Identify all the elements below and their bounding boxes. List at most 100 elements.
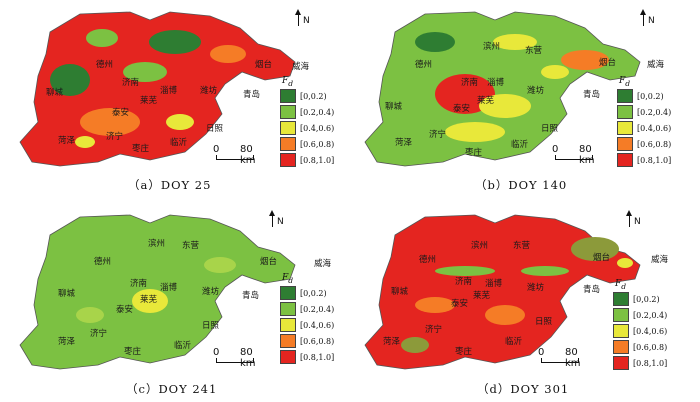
map-c	[19, 214, 296, 370]
city-weifang: 潍坊	[527, 86, 545, 96]
legend-row: [0.8,1.0]	[613, 355, 673, 371]
city-laiwu: 莱芜	[140, 295, 158, 305]
city-linyi: 临沂	[505, 337, 523, 347]
panel-c: 滨州 东营 德州 聊城 济南 淄博 泰安 莱芜 潍坊 烟台 威海 青岛 日照 济…	[10, 205, 350, 396]
legend-swatch	[280, 302, 296, 316]
city-weifang: 潍坊	[200, 86, 218, 96]
legend-b: Fd [0,0.2) [0.2,0.4) [0.4,0.6) [0.6,0.8)…	[617, 76, 677, 168]
city-liaocheng: 聊城	[385, 102, 403, 112]
city-taian: 泰安	[112, 108, 130, 118]
city-zibo: 淄博	[485, 279, 503, 289]
city-rizhao: 日照	[535, 317, 553, 327]
north-arrow: N	[269, 210, 284, 227]
city-heze: 菏泽	[395, 138, 413, 148]
legend-row: [0.6,0.8)	[280, 333, 340, 349]
north-arrow-icon	[640, 9, 646, 26]
legend-swatch	[617, 137, 633, 151]
legend-swatch	[280, 334, 296, 348]
legend-swatch	[280, 105, 296, 119]
panel-b: 滨州 东营 德州 聊城 济南 淄博 莱芜 泰安 潍坊 烟台 威海 青岛 日照 济…	[355, 2, 695, 192]
legend-c: Fd [0,0.2) [0.2,0.4) [0.4,0.6) [0.6,0.8)…	[280, 273, 340, 365]
map-b	[364, 11, 641, 167]
legend-swatch	[617, 153, 633, 167]
map-d	[364, 214, 641, 370]
city-jinan: 济南	[130, 279, 148, 289]
legend-swatch	[280, 350, 296, 364]
legend-swatch	[613, 340, 629, 354]
north-arrow: N	[626, 210, 641, 227]
caption-d: （d）DOY 301	[477, 382, 570, 396]
legend-d: Fd [0,0.2) [0.2,0.4) [0.4,0.6) [0.6,0.8)…	[613, 279, 673, 371]
city-zibo: 淄博	[487, 78, 505, 88]
city-yantai: 烟台	[255, 60, 273, 70]
legend-swatch	[280, 137, 296, 151]
city-laiwu: 莱芜	[473, 291, 491, 301]
panel-a: 德州 聊城 济南 淄博 潍坊 莱芜 泰安 烟台 威海 青岛 日照 济宁 菏泽 枣…	[10, 2, 350, 192]
legend-title: Fd	[619, 76, 631, 88]
north-arrow-icon	[269, 210, 275, 227]
city-dezhou: 德州	[96, 60, 114, 70]
city-qingdao: 青岛	[583, 285, 601, 295]
city-zaozhuang: 枣庄	[124, 347, 142, 357]
city-zaozhuang: 枣庄	[455, 347, 473, 357]
city-dezhou: 德州	[419, 255, 437, 265]
legend-row: [0.2,0.4)	[280, 301, 340, 317]
city-qingdao: 青岛	[242, 291, 260, 301]
city-binzhou: 滨州	[148, 239, 166, 249]
legend-swatch	[613, 324, 629, 338]
legend-row: [0.2,0.4)	[280, 104, 340, 120]
caption-c: （c）DOY 241	[126, 382, 218, 396]
city-yantai: 烟台	[599, 58, 617, 68]
city-linyi: 临沂	[174, 341, 192, 351]
legend-title: Fd	[282, 76, 294, 88]
legend-row: [0,0.2)	[280, 285, 340, 301]
legend-swatch	[613, 308, 629, 322]
city-liaocheng: 聊城	[391, 287, 409, 297]
legend-a: Fd [0,0.2) [0.2,0.4) [0.4,0.6) [0.6,0.8)…	[280, 76, 340, 168]
legend-row: [0.2,0.4)	[617, 104, 677, 120]
legend-title: Fd	[615, 279, 627, 291]
city-linyi: 临沂	[170, 138, 188, 148]
north-arrow: N	[295, 9, 310, 26]
city-jining: 济宁	[429, 130, 447, 140]
city-jinan: 济南	[122, 78, 140, 88]
north-arrow: N	[640, 9, 655, 26]
legend-row: [0,0.2)	[280, 88, 340, 104]
city-heze: 菏泽	[383, 337, 401, 347]
legend-swatch	[280, 153, 296, 167]
city-binzhou: 滨州	[483, 42, 501, 52]
city-linyi: 临沂	[511, 140, 529, 150]
panel-d: 滨州 东营 德州 聊城 济南 淄博 潍坊 莱芜 泰安 烟台 威海 青岛 日照 济…	[355, 205, 695, 396]
north-arrow-icon	[626, 210, 632, 227]
legend-row: [0,0.2)	[617, 88, 677, 104]
legend-swatch	[280, 121, 296, 135]
city-weifang: 潍坊	[202, 287, 220, 297]
city-yantai: 烟台	[593, 253, 611, 263]
north-arrow-icon	[295, 9, 301, 26]
legend-row: [0.8,1.0]	[280, 349, 340, 365]
legend-swatch	[613, 292, 629, 306]
legend-swatch	[613, 356, 629, 370]
city-heze: 菏泽	[58, 136, 76, 146]
legend-swatch	[617, 105, 633, 119]
legend-row: [0.8,1.0]	[617, 152, 677, 168]
city-jining: 济宁	[90, 329, 108, 339]
city-weihai: 威海	[647, 60, 665, 70]
city-weifang: 潍坊	[527, 283, 545, 293]
caption-b: （b）DOY 140	[475, 178, 568, 192]
city-zibo: 淄博	[160, 86, 178, 96]
city-laiwu: 莱芜	[477, 96, 495, 106]
city-jining: 济宁	[425, 325, 443, 335]
city-jinan: 济南	[455, 277, 473, 287]
city-rizhao: 日照	[541, 124, 559, 134]
city-zaozhuang: 枣庄	[465, 148, 483, 158]
city-liaocheng: 聊城	[58, 289, 76, 299]
city-laiwu: 莱芜	[140, 96, 158, 106]
legend-swatch	[617, 89, 633, 103]
legend-row: [0.4,0.6)	[280, 120, 340, 136]
legend-row: [0.4,0.6)	[617, 120, 677, 136]
city-zibo: 淄博	[160, 283, 178, 293]
city-liaocheng: 聊城	[46, 88, 64, 98]
city-qingdao: 青岛	[583, 90, 601, 100]
city-dezhou: 德州	[415, 60, 433, 70]
